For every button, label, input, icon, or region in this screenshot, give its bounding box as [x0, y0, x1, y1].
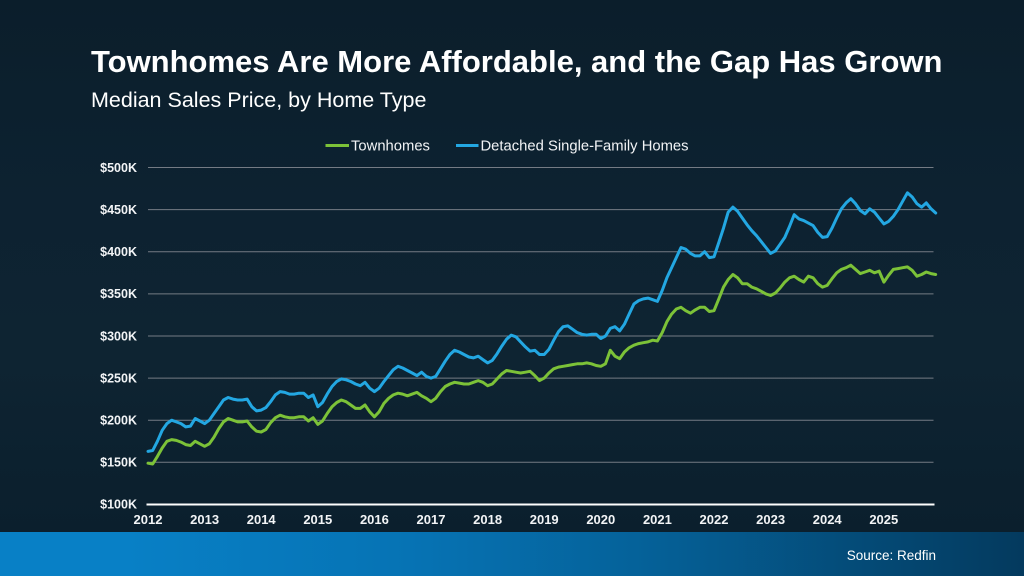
svg-text:$100K: $100K [100, 498, 137, 512]
svg-text:2022: 2022 [700, 512, 729, 527]
svg-text:$150K: $150K [100, 456, 137, 470]
svg-text:2020: 2020 [586, 512, 615, 527]
svg-text:$300K: $300K [100, 329, 137, 343]
svg-text:Detached Single-Family Homes: Detached Single-Family Homes [481, 139, 689, 155]
svg-text:2025: 2025 [869, 512, 898, 527]
svg-text:2024: 2024 [813, 512, 843, 527]
svg-text:$450K: $450K [100, 203, 137, 217]
svg-text:$350K: $350K [100, 287, 137, 301]
svg-text:2018: 2018 [473, 512, 502, 527]
svg-text:$500K: $500K [100, 161, 137, 175]
svg-text:$250K: $250K [100, 371, 137, 385]
svg-text:2014: 2014 [247, 512, 277, 527]
svg-text:$400K: $400K [100, 245, 137, 259]
svg-text:2013: 2013 [190, 512, 219, 527]
svg-text:2017: 2017 [417, 512, 446, 527]
svg-text:2023: 2023 [756, 512, 785, 527]
svg-text:$200K: $200K [100, 414, 137, 428]
svg-text:Townhomes: Townhomes [351, 139, 430, 155]
svg-text:2012: 2012 [134, 512, 163, 527]
svg-text:2016: 2016 [360, 512, 389, 527]
svg-text:2015: 2015 [303, 512, 332, 527]
svg-text:2019: 2019 [530, 512, 559, 527]
svg-text:2021: 2021 [643, 512, 672, 527]
